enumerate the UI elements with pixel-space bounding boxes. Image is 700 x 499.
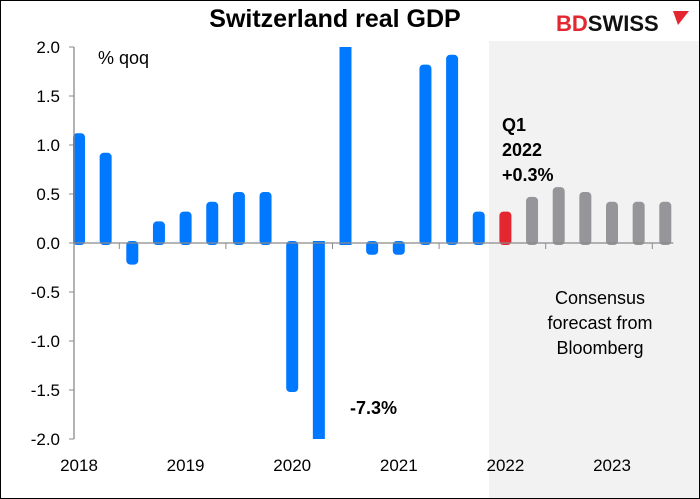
y-tick-label: -1.0 [31,332,60,351]
bar-2020-q2 [312,241,325,439]
bar [392,241,405,255]
x-tick-label: 2021 [380,456,418,475]
bar [499,211,512,245]
bar [552,187,565,245]
bar [286,241,299,392]
bdswiss-logo: BDSWISS [556,11,689,36]
bar [579,192,592,245]
forecast-annotation-line: Bloomberg [556,338,643,358]
y-tick-label: 2.0 [36,38,60,57]
bar-2019-q2 [206,201,219,245]
bar-2020-q3 [339,47,352,245]
forecast-annotation: Consensus forecast from Bloomberg [547,288,652,358]
bar-2019-q4 [259,192,272,245]
bar-2021-q4 [472,211,485,245]
bar [632,201,645,245]
bar-2020-q1 [286,241,299,392]
y-tick-label: 1.5 [36,87,60,106]
bar [659,201,672,245]
y-tick-label: 1.0 [36,136,60,155]
latest-annotation: Q1 2022 +0.3% [502,115,554,185]
bar [526,196,539,245]
forecast-shade [489,41,699,498]
bar-2019-q3 [232,192,245,245]
bar [126,241,139,265]
x-tick-label: 2022 [486,456,524,475]
bar-2018-q1 [73,133,85,245]
bar-2019-q1 [179,211,192,245]
bar [419,64,432,245]
bar [446,54,459,245]
latest-annotation-line: Q1 [502,115,526,135]
bar [73,133,85,245]
bar-2018-q4 [152,221,165,245]
bar-2018-q3 [126,241,139,265]
bar [206,201,219,245]
forecast-annotation-line: Consensus [555,288,645,308]
low-annotation: -7.3% [350,398,397,418]
bar [366,241,379,255]
y-axis-label: % qoq [98,48,149,68]
x-tick-label: 2019 [167,456,205,475]
y-tick-label: -1.5 [31,381,60,400]
bar-2021-q1 [392,241,405,255]
bar-2023-q1 [606,201,618,245]
bar-2021-q3 [446,54,459,245]
x-tick-label: 2023 [593,456,631,475]
bar-2022-q4 [579,192,592,245]
y-tick-label: 0.0 [36,234,60,253]
bar-2018-q2 [99,152,112,245]
logo-mark-icon [673,11,689,25]
bar-2022-q2 [526,196,539,245]
latest-annotation-line: 2022 [502,140,542,160]
x-tick-label: 2018 [60,456,98,475]
bar [339,47,352,245]
bar [232,192,245,245]
bar [259,192,272,245]
y-tick-label: -2.0 [31,430,60,449]
svg-text:BDSWISS: BDSWISS [556,11,659,36]
bar-2023-q3 [659,201,672,245]
bar [312,241,325,439]
bar-2021-q2 [419,64,432,245]
bar-2020-q4 [366,241,379,255]
bar [179,211,192,245]
bar-2022-q1 [499,211,512,245]
chart-title: Switzerland real GDP [209,5,460,33]
y-tick-label: -0.5 [31,283,60,302]
latest-annotation-line: +0.3% [502,165,554,185]
y-tick-label: 0.5 [36,185,60,204]
bar [152,221,165,245]
bar [99,152,112,245]
x-tick-label: 2020 [273,456,311,475]
bar [606,201,618,245]
forecast-annotation-line: forecast from [547,313,652,333]
bar [472,211,485,245]
bar-2023-q2 [632,201,645,245]
bar-2022-q3 [552,187,565,245]
